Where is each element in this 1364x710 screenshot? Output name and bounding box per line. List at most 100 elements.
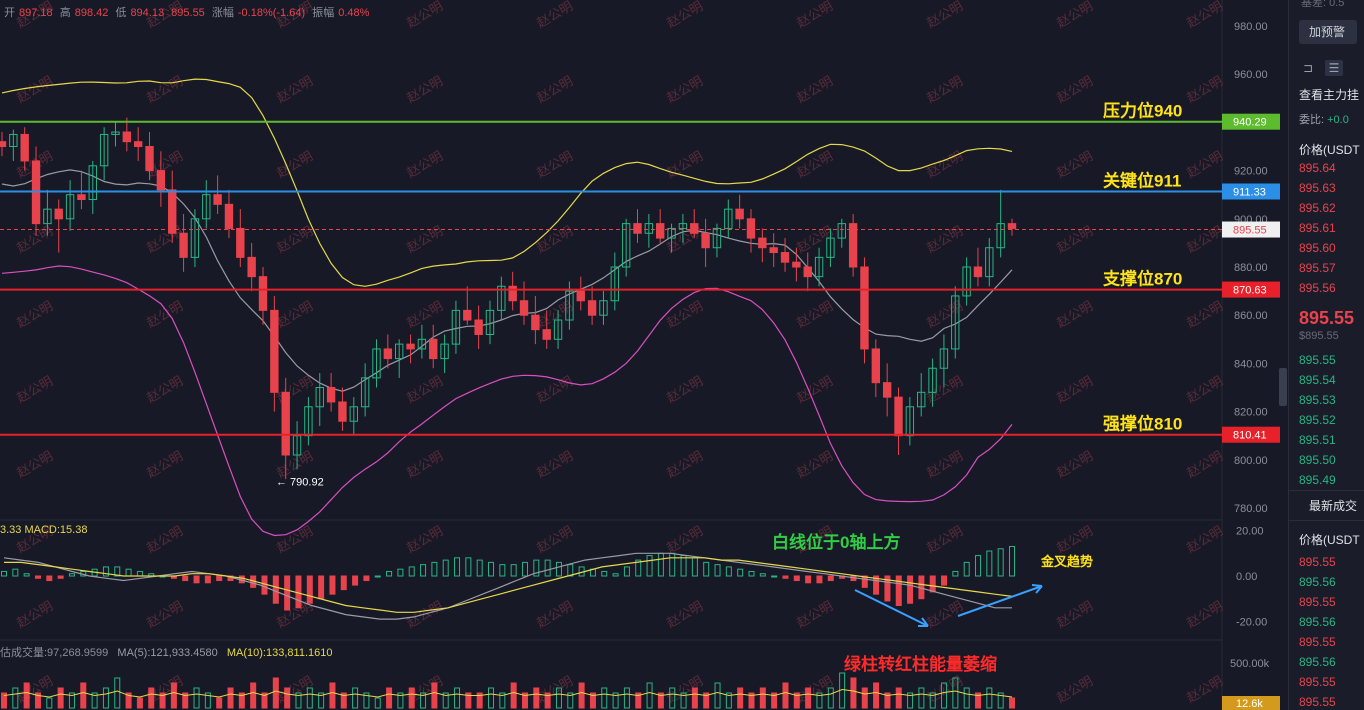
trade-row: 895.55 [1299,635,1336,649]
macd-histogram-bar [182,575,189,582]
chart-area[interactable]: 赵公明 赵公明 赵公明 赵公明 赵公明 赵公明 赵公明 赵公明 赵公明 赵公明 赵公明 赵公明 赵公明赵… [0,0,1285,710]
watermark-text: 赵公明 [404,298,445,330]
macd-histogram-bar [929,575,936,593]
candlestick-chart[interactable]: 赵公明 赵公明 赵公明 赵公明 赵公明 赵公明 赵公明 赵公明 赵公明 赵公明赵公明 赵公明 赵公明赵… [0,0,1285,710]
macd-histogram-bar [431,561,438,577]
macd-histogram-bar [759,573,766,577]
bid-row: 895.49 [1299,473,1336,487]
macd-histogram-bar [442,559,449,577]
candle-body [213,194,222,205]
watermark-text: 赵公明 [1184,223,1225,255]
watermark-text: 赵公明 [404,73,445,105]
candle-body [587,300,597,316]
candle-body [497,285,506,311]
candle-body [894,396,903,437]
watermark-text: 赵公明 [1054,73,1095,105]
candle-body [848,223,858,268]
volume-bar [12,687,19,709]
volume-bar [148,687,155,709]
watermark-text: 赵公明 [924,448,965,480]
volume-bar [544,692,551,709]
candle-body [928,367,937,393]
watermark-text: 赵公明 [534,373,575,405]
volume-bar [386,687,393,709]
candle-body [406,343,415,350]
watermark-text: 赵公明 [1054,298,1095,330]
candle-body [168,189,177,234]
order-ratio: 委比: +0.0 [1299,111,1349,127]
volume-bar [397,692,404,709]
candle-body [780,252,790,263]
list-icon[interactable]: ☰ [1325,60,1343,76]
candle-body [1007,223,1017,229]
add-alert-button[interactable]: 加预警 [1299,20,1357,44]
volume-bar [680,692,687,709]
macd-histogram-bar [782,575,789,579]
macd-histogram-bar [136,570,143,577]
macd-histogram-bar [793,575,800,582]
macd-histogram-bar [975,555,982,577]
volume-bar [521,692,528,709]
macd-histogram-bar [12,568,19,577]
macd-histogram-bar [465,557,472,577]
down-arrow-head [918,617,929,627]
watermark-text: 赵公明 [794,223,835,255]
view-main-orders-link[interactable]: 查看主力挂 [1299,88,1360,102]
macd-histogram-bar [397,568,404,577]
macd-histogram-bar [555,561,562,577]
watermark-text: 赵公明 [924,223,965,255]
support-price-tag [1222,281,1280,298]
macd-histogram-bar [408,566,415,577]
candle-body [190,218,200,258]
watermark-text: 赵公明 [794,73,835,105]
candle-body [247,256,256,278]
volume-bar [465,692,472,709]
macd-histogram-bar [34,575,41,579]
volume-bar [782,682,789,709]
volume-bar [250,682,257,709]
ratio-label: 委比: [1299,114,1325,126]
close-value: 895.55 [171,7,205,19]
watermark-text: 赵公明 [534,148,575,180]
volume-bar [793,692,800,709]
watermark-text: 赵公明 [1054,223,1095,255]
macd-histogram-bar [363,575,370,582]
latest-trades-title: 最新成交 [1309,499,1358,513]
watermark-text: 赵公明 [1184,673,1225,705]
up-arrow-head [1031,584,1043,594]
volume-bar [488,687,495,709]
macd-tick-label: 20.00 [1236,526,1264,538]
trades-price-header: 价格(USDT [1299,533,1360,547]
candle-body [917,391,926,408]
watermark-text: 赵公明 [144,223,185,255]
layout-icon[interactable]: ⊐ [1302,61,1314,75]
volume-bar [318,692,325,709]
macd-histogram-bar [374,575,381,578]
support-price-label: 870.63 [1233,285,1267,297]
resistance-annotation: 压力位940 [1103,101,1182,121]
volume-bar [691,687,698,709]
volume-bar [363,692,370,709]
watermark-text: 赵公明 [404,373,445,405]
watermark-text: 赵公明 [1184,73,1225,105]
candle-body [826,237,835,258]
candle-body [338,401,347,422]
macd-histogram-bar [827,575,834,582]
panel-collapse-handle[interactable] [1279,368,1287,406]
volume-ma-line [3,688,1013,698]
watermark-text: 赵公明 [404,148,445,180]
volume-bar [589,692,596,709]
watermark-text: 赵公明 [1184,0,1225,31]
candle-body [746,218,756,239]
macd-histogram-bar [57,575,64,579]
ask-row: 895.63 [1299,181,1336,195]
macd-histogram-bar [680,555,687,577]
candle-body [395,343,404,360]
watermark-text: 赵公明 [274,523,315,555]
watermark-text: 赵公明 [664,73,705,105]
high-label: 高 [59,7,71,19]
volume-bar [352,687,359,709]
price-tick-label: 800.00 [1234,455,1268,467]
candle-body [599,300,608,316]
candle-body [417,338,427,350]
